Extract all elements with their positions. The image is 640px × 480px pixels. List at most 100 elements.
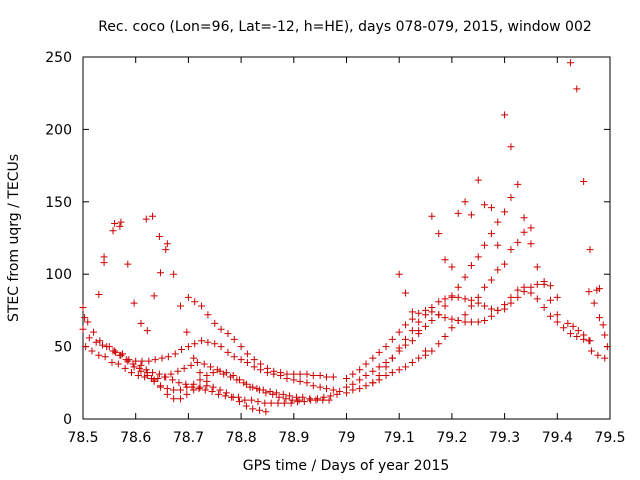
data-point [467,262,475,270]
data-point [183,383,191,391]
data-point [408,315,416,323]
data-point [254,398,262,406]
data-point [319,396,327,404]
data-series [343,224,535,397]
data-point [229,372,237,380]
x-axis-label: GPS time / Days of year 2015 [243,458,450,474]
data-point [143,369,151,377]
data-point [520,228,528,236]
data-point [283,370,291,378]
data-point [507,193,515,201]
data-point [263,364,271,372]
data-series [79,304,341,407]
data-point [566,330,574,338]
data-point [134,372,142,380]
data-point [208,387,216,395]
data-point [211,319,219,327]
data-point [382,343,390,351]
data-point [441,332,449,340]
x-tick-label: 78.8 [226,430,257,446]
data-point [314,395,322,403]
data-point [303,370,311,378]
data-point [441,256,449,264]
data-point [88,347,96,355]
data-point [224,348,232,356]
data-point [84,318,92,326]
data-point [580,331,588,339]
data-point [143,327,151,335]
data-point [95,290,103,298]
data-point [415,309,423,317]
data-point [325,396,333,404]
data-point [272,389,280,397]
data-point [270,367,278,375]
data-point [90,328,98,336]
data-point [481,241,489,249]
data-point [356,376,364,384]
data-point [191,340,199,348]
data-point [527,240,535,248]
data-series [137,361,270,416]
data-point [329,373,337,381]
data-point [145,357,153,365]
data-point [249,383,257,391]
data-point [250,356,258,364]
data-point [214,390,222,398]
data-point [585,288,593,296]
data-point [467,211,475,219]
data-point [241,396,249,404]
plot-frame [82,56,611,420]
data-point [169,376,177,384]
data-point [151,356,159,364]
data-point [196,383,204,391]
data-point [256,386,264,394]
data-point [553,311,561,319]
x-tick-label: 79.3 [489,430,520,446]
data-point [461,295,469,303]
x-tick-label: 79.2 [436,430,467,446]
data-point [242,380,250,388]
data-point [601,331,609,339]
data-point [242,402,250,410]
data-point [422,322,430,330]
data-point [494,241,502,249]
data-series [111,347,303,404]
data-point [130,363,138,371]
data-point [150,376,158,384]
data-point [487,312,495,320]
data-point [209,383,217,391]
x-tick: 78.6 [120,57,151,446]
data-point [322,373,330,381]
data-point [85,334,93,342]
data-point [467,296,475,304]
y-axis-ticks: 0 50 100 150 200 250 [45,50,610,428]
data-point [243,359,251,367]
data-point [474,176,482,184]
data-point [395,270,403,278]
data-series [95,212,170,298]
data-point [79,325,87,333]
data-point [356,366,364,374]
data-point [217,343,225,351]
data-point [124,357,132,365]
data-point [441,314,449,322]
data-points [79,59,611,416]
data-point [137,319,145,327]
data-point [428,347,436,355]
data-point [193,359,201,367]
data-point [155,370,163,378]
data-point [248,396,256,404]
data-series [184,293,337,381]
data-point [198,302,206,310]
data-point [155,233,163,241]
data-point [309,382,317,390]
data-point [520,214,528,222]
data-point [156,269,164,277]
data-point [382,363,390,371]
data-point [546,312,554,320]
data-point [171,350,179,358]
y-tick: 50 [54,340,610,356]
data-point [287,399,295,407]
data-point [221,392,229,400]
data-point [474,253,482,261]
